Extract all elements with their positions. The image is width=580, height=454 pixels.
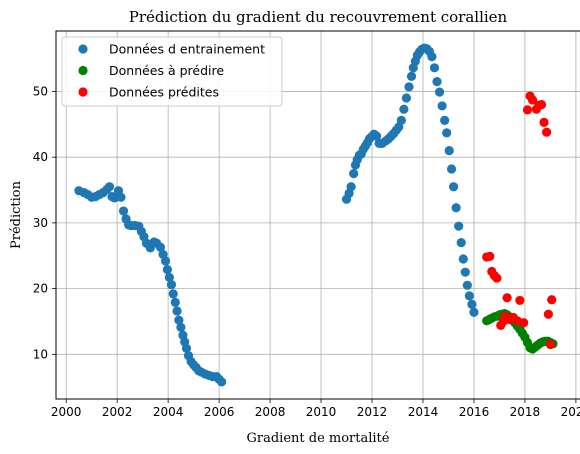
data-point [349, 169, 359, 179]
legend-marker [78, 65, 88, 76]
data-point [172, 306, 182, 316]
data-point [166, 280, 177, 290]
data-point [541, 127, 552, 137]
legend-label: Données prédites [109, 85, 219, 100]
y-tick-label: 10 [33, 347, 48, 361]
data-point [155, 242, 166, 252]
chart-title: Prédiction du gradient du recouvrement c… [129, 8, 508, 26]
data-point [181, 343, 192, 353]
data-point [396, 115, 406, 125]
data-point [160, 256, 171, 266]
data-point [406, 71, 417, 81]
data-point [485, 251, 495, 261]
data-point [427, 52, 437, 62]
data-point [460, 267, 470, 277]
data-point [437, 101, 447, 111]
data-point [170, 297, 180, 307]
data-point [399, 104, 409, 114]
data-point [174, 315, 184, 325]
data-point [404, 82, 414, 92]
data-point [519, 318, 529, 328]
x-tick-label: 2012 [357, 405, 388, 419]
data-point [467, 299, 477, 309]
data-point [458, 254, 468, 264]
y-tick-label: 20 [33, 282, 48, 296]
data-point [176, 322, 186, 332]
data-point [372, 131, 382, 141]
legend-label: Données à prédire [109, 63, 224, 78]
data-point [346, 182, 356, 192]
data-point [162, 264, 172, 275]
series-2 [482, 91, 557, 350]
data-point [217, 377, 227, 387]
data-point [442, 128, 452, 138]
legend-label: Données d entrainement [109, 42, 265, 57]
x-tick-label: 2018 [510, 405, 541, 419]
x-tick-label: 2008 [255, 405, 286, 419]
x-tick-label: 2002 [102, 405, 133, 419]
data-point [434, 87, 445, 97]
data-point [492, 273, 502, 283]
data-point [454, 221, 464, 231]
data-point [164, 272, 175, 283]
data-point [456, 238, 466, 248]
x-tick-label: 2020 [561, 405, 580, 419]
x-tick-label: 2006 [204, 405, 235, 419]
legend: Données d entrainement Données à prédire D… [61, 36, 283, 107]
data-point [429, 63, 440, 73]
legend-item: Données à prédire [78, 63, 224, 78]
y-tick-label: 50 [33, 84, 48, 98]
data-point [446, 164, 457, 174]
data-point [502, 293, 512, 303]
series-layer [74, 43, 558, 387]
data-point [522, 105, 533, 115]
x-tick-label: 2004 [153, 405, 184, 419]
data-point [527, 95, 538, 105]
data-point [462, 280, 472, 290]
legend-marker [78, 87, 88, 97]
series-0 [74, 43, 479, 387]
data-point [545, 339, 556, 350]
data-point [515, 295, 525, 306]
data-point [469, 307, 479, 317]
y-axis-label: Prédiction [9, 180, 24, 249]
x-axis-label: Gradient de mortalité [247, 431, 390, 446]
data-point [118, 206, 129, 216]
data-point [116, 192, 126, 202]
data-point [432, 77, 442, 87]
data-point [440, 115, 450, 125]
data-point [547, 295, 557, 305]
data-point [536, 100, 547, 110]
y-axis: 10 20 30 40 50 [33, 84, 56, 361]
data-point [168, 289, 178, 299]
data-point [543, 309, 553, 319]
y-tick-label: 40 [33, 150, 48, 164]
x-tick-label: 2014 [408, 405, 439, 419]
x-axis: 2000 2002 2004 2006 2008 2010 2012 2014 2016 2018… [51, 399, 580, 419]
y-tick-label: 30 [33, 216, 48, 230]
x-tick-label: 2010 [306, 405, 337, 419]
data-point [451, 203, 461, 213]
legend-item: Données d entrainement [78, 42, 265, 57]
data-point [448, 182, 459, 192]
axes-frame [55, 30, 580, 400]
x-tick-label: 2016 [459, 405, 490, 419]
data-point [104, 182, 115, 192]
data-point [401, 93, 412, 103]
data-point [444, 146, 454, 156]
legend-marker [78, 44, 88, 54]
x-tick-label: 2000 [51, 405, 82, 419]
data-point [539, 117, 549, 127]
data-point [464, 291, 474, 301]
legend-item: Données prédites [78, 85, 219, 100]
